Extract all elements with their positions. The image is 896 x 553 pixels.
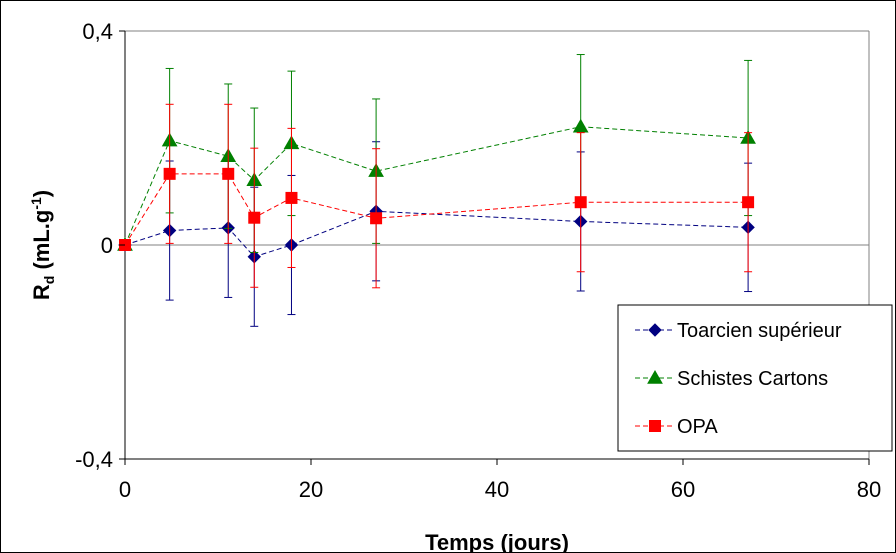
y-tick-label-2: 0,4	[82, 19, 113, 44]
y-tick-label-1: 0	[101, 233, 113, 258]
series-group	[117, 54, 756, 327]
series-toarcien-superieur	[118, 141, 755, 327]
tick-labels: -0,400,40 20 40 60 80	[75, 19, 881, 502]
y-axis-title-close: )	[29, 190, 54, 197]
legend-marker-schistes-cartons	[647, 369, 663, 384]
legend-label-toarcien-superieur: Toarcien supérieur	[677, 320, 842, 342]
data-point-opa-4	[285, 191, 298, 204]
legend-items: Toarcien supérieur Schistes Cartons OPA	[635, 320, 842, 438]
x-tick-label-1: 20	[299, 477, 323, 502]
legend-label-opa: OPA	[677, 416, 718, 438]
series-schistes-cartons	[117, 54, 756, 253]
legend: Toarcien supérieur Schistes Cartons OPA	[617, 304, 893, 452]
x-tick-label-2: 40	[485, 477, 509, 502]
x-tick-label-3: 60	[671, 477, 695, 502]
y-axis-title: Rd (mL.g-1)	[28, 190, 57, 300]
legend-label-schistes-cartons: Schistes Cartons	[677, 368, 828, 390]
legend-box	[617, 304, 893, 452]
series-opa	[119, 103, 755, 289]
x-tick-label-0: 0	[119, 477, 131, 502]
series-line-toarcien-superieur	[124, 210, 749, 258]
data-point-opa-2	[222, 167, 235, 180]
y-axis-title-main: R	[29, 284, 54, 300]
legend-marker-opa	[649, 420, 661, 432]
data-point-opa-7	[742, 196, 755, 209]
series-line-schistes-cartons	[124, 126, 749, 246]
x-tick-label-4: 80	[857, 477, 881, 502]
data-point-schistes-cartons-6	[572, 118, 589, 133]
data-point-opa-3	[248, 211, 261, 224]
x-axis-title: Temps (jours)	[425, 530, 569, 553]
y-tick-label-0: -0,4	[75, 447, 113, 472]
data-point-opa-5	[370, 212, 383, 225]
series-line-opa	[124, 173, 749, 246]
y-axis-title-unit: (mL.g	[29, 210, 54, 276]
y-axis-title-subscript: d	[41, 276, 57, 285]
data-point-opa-1	[163, 167, 176, 180]
y-axis-title-superscript: -1	[28, 197, 44, 210]
legend-marker-toarcien-superieur	[648, 323, 662, 337]
data-point-opa-6	[574, 196, 587, 209]
